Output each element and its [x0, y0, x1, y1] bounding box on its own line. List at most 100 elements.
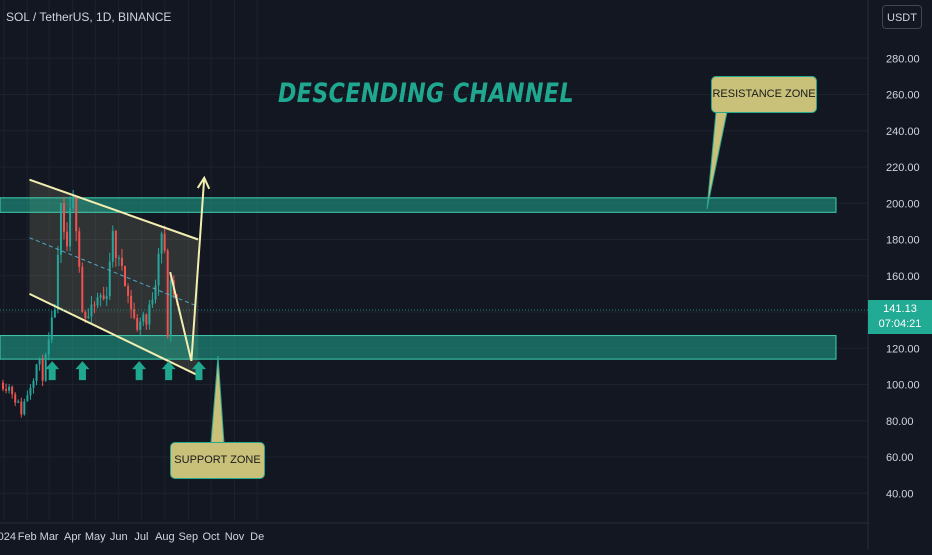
- candle-body: [163, 233, 166, 251]
- candle-body: [154, 285, 157, 300]
- y-tick-label: 80.00: [886, 416, 914, 428]
- candle-body: [59, 202, 62, 255]
- y-tick-label: 100.00: [886, 380, 920, 392]
- last-price: 141.13: [883, 303, 917, 315]
- symbol-title: SOL / TetherUS, 1D, BINANCE: [6, 10, 172, 24]
- y-tick-label: 280.00: [886, 53, 920, 65]
- last-price-label: 141.13 07:04:21: [868, 300, 932, 334]
- candle-body: [114, 230, 117, 259]
- support-arrow-icon: [132, 361, 147, 381]
- currency-button[interactable]: USDT: [882, 5, 922, 29]
- x-tick-label: Oct: [202, 531, 219, 543]
- support-zone-callout: SUPPORT ZONE: [170, 442, 265, 479]
- x-tick-label: May: [85, 531, 106, 543]
- candle-body: [145, 314, 148, 325]
- candle-body: [160, 233, 163, 254]
- y-tick-label: 240.00: [886, 126, 920, 138]
- candle-body: [87, 316, 90, 319]
- candle-body: [14, 394, 17, 403]
- candle-body: [120, 257, 123, 267]
- y-tick-label: 120.00: [886, 343, 920, 355]
- candle-body: [148, 304, 151, 325]
- candle-body: [102, 295, 105, 300]
- x-tick-label: Jun: [110, 531, 128, 543]
- candle-body: [23, 401, 26, 415]
- candle-body: [53, 309, 56, 318]
- candle-body: [142, 314, 145, 322]
- y-tick-label: 180.00: [886, 235, 920, 247]
- candle-body: [75, 196, 78, 232]
- candle-body: [157, 253, 160, 286]
- candle-body: [38, 359, 41, 365]
- candle-body: [56, 254, 59, 310]
- support-zone: [0, 335, 837, 360]
- candle-body: [108, 261, 111, 297]
- candle-body: [93, 304, 96, 306]
- candle-body: [72, 196, 75, 209]
- candle-body: [117, 257, 120, 259]
- resistance-zone-callout: RESISTANCE ZONE: [711, 76, 817, 113]
- candle-body: [136, 318, 139, 330]
- candle-body: [47, 339, 50, 355]
- channel-upper-line: [29, 178, 199, 241]
- resistance-callout-pointer: [706, 111, 728, 210]
- x-tick-label: Nov: [225, 531, 245, 543]
- candle-body: [99, 295, 102, 298]
- channel-lower-line: [29, 292, 199, 377]
- candle-body: [66, 231, 69, 247]
- candle-body: [130, 295, 133, 310]
- candle-body: [105, 296, 108, 300]
- chart-title: DESCENDING CHANNEL: [278, 78, 574, 109]
- candle-body: [81, 266, 84, 312]
- candle-body: [26, 395, 29, 402]
- candle-body: [96, 297, 99, 306]
- candle-body: [69, 208, 72, 247]
- candle-body: [35, 364, 38, 381]
- candle-body: [124, 266, 126, 287]
- y-tick-label: 220.00: [886, 162, 920, 174]
- x-tick-label: De: [250, 531, 264, 543]
- candle-body: [127, 286, 130, 296]
- candle-body: [169, 280, 172, 337]
- y-tick-label: 40.00: [886, 488, 914, 500]
- x-tick-label: 2024: [0, 531, 16, 543]
- candle-body: [41, 359, 44, 381]
- x-tick-label: Feb: [18, 531, 37, 543]
- support-arrow-icon: [191, 361, 206, 381]
- candle-body: [84, 311, 87, 319]
- candle-body: [29, 387, 32, 396]
- y-tick-label: 60.00: [886, 452, 914, 464]
- channel-fill: [29, 179, 199, 376]
- x-tick-label: Aug: [155, 531, 175, 543]
- candle-body: [11, 386, 14, 395]
- x-tick-label: Jul: [134, 531, 148, 543]
- candle-body: [32, 380, 35, 388]
- candle-body: [90, 304, 93, 317]
- resistance-zone: [0, 197, 837, 213]
- candle-body: [78, 231, 81, 267]
- candle-body: [2, 382, 4, 390]
- projection-path: [169, 177, 206, 362]
- x-tick-label: Apr: [64, 531, 81, 543]
- candle-body: [44, 354, 47, 381]
- channel-mid-line: [29, 237, 199, 308]
- candle-body: [50, 317, 53, 340]
- support-callout-pointer: [210, 355, 225, 444]
- candle-body: [5, 389, 8, 391]
- candle-body: [63, 202, 65, 232]
- support-arrow-icon: [45, 361, 60, 381]
- candle-body: [139, 321, 142, 330]
- support-arrow-icon: [161, 361, 176, 381]
- y-tick-label: 200.00: [886, 198, 920, 210]
- candle-body: [17, 401, 20, 403]
- x-tick-label: Mar: [40, 531, 59, 543]
- candle-body: [111, 230, 114, 262]
- support-arrow-icon: [75, 361, 90, 381]
- candle-body: [8, 386, 11, 391]
- candle-body: [166, 250, 169, 337]
- candle-body: [20, 401, 23, 415]
- x-tick-label: Sep: [179, 531, 199, 543]
- bar-countdown: 07:04:21: [878, 318, 922, 330]
